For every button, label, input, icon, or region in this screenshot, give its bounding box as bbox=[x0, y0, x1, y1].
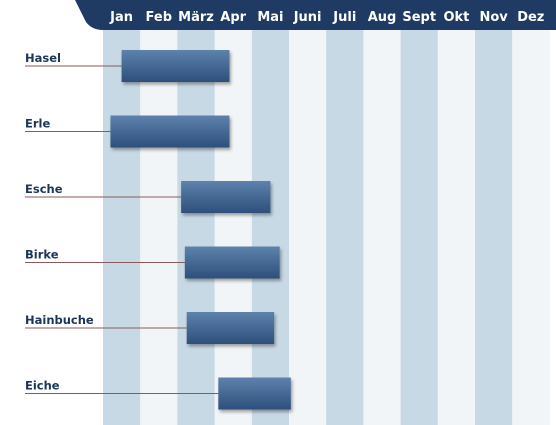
row-1: Hasel bbox=[25, 50, 230, 82]
tree-label: Esche bbox=[25, 182, 63, 196]
tree-label: Erle bbox=[25, 117, 50, 131]
row-5: Hainbuche bbox=[25, 312, 275, 344]
flowering-bar bbox=[181, 181, 271, 213]
month-label-2: Feb bbox=[146, 10, 172, 25]
flowering-bar bbox=[186, 312, 275, 344]
row-6: Eiche bbox=[25, 377, 291, 410]
month-band-9 bbox=[400, 0, 439, 425]
month-band-10 bbox=[437, 0, 476, 425]
month-label-11: Nov bbox=[479, 10, 508, 25]
flowering-bar bbox=[218, 377, 291, 410]
month-band-11 bbox=[475, 0, 513, 425]
flowering-bar bbox=[184, 246, 280, 279]
tree-rows: Hasel Erle Esche Birke Hainbuche Eiche bbox=[25, 50, 291, 410]
tree-label: Hasel bbox=[25, 51, 61, 65]
month-label-12: Dez bbox=[517, 10, 544, 25]
row-4: Birke bbox=[25, 246, 280, 279]
month-labels: Jan Feb März Apr Mai Juni Juli Aug Sept Okt Nov Dez bbox=[109, 10, 544, 25]
month-band-12 bbox=[512, 0, 550, 425]
month-band-6 bbox=[289, 0, 327, 425]
month-label-3: März bbox=[178, 10, 214, 25]
month-label-4: Apr bbox=[220, 10, 246, 25]
row-2: Erle bbox=[25, 115, 230, 148]
tree-label: Hainbuche bbox=[25, 313, 94, 327]
month-label-6: Juni bbox=[293, 10, 322, 25]
row-3: Esche bbox=[25, 181, 271, 213]
month-label-8: Aug bbox=[368, 10, 397, 25]
month-label-7: Juli bbox=[332, 10, 356, 25]
tree-label: Eiche bbox=[25, 379, 60, 393]
month-label-9: Sept bbox=[402, 10, 436, 25]
tree-label: Birke bbox=[25, 248, 59, 262]
flowering-bar bbox=[110, 115, 230, 148]
month-label-5: Mai bbox=[257, 10, 283, 25]
month-band-8 bbox=[363, 0, 402, 425]
month-header-bar bbox=[75, 0, 556, 30]
flowering-bar bbox=[121, 50, 230, 82]
month-label-10: Okt bbox=[443, 10, 469, 25]
month-band-7 bbox=[326, 0, 364, 425]
month-label-1: Jan bbox=[109, 10, 133, 25]
